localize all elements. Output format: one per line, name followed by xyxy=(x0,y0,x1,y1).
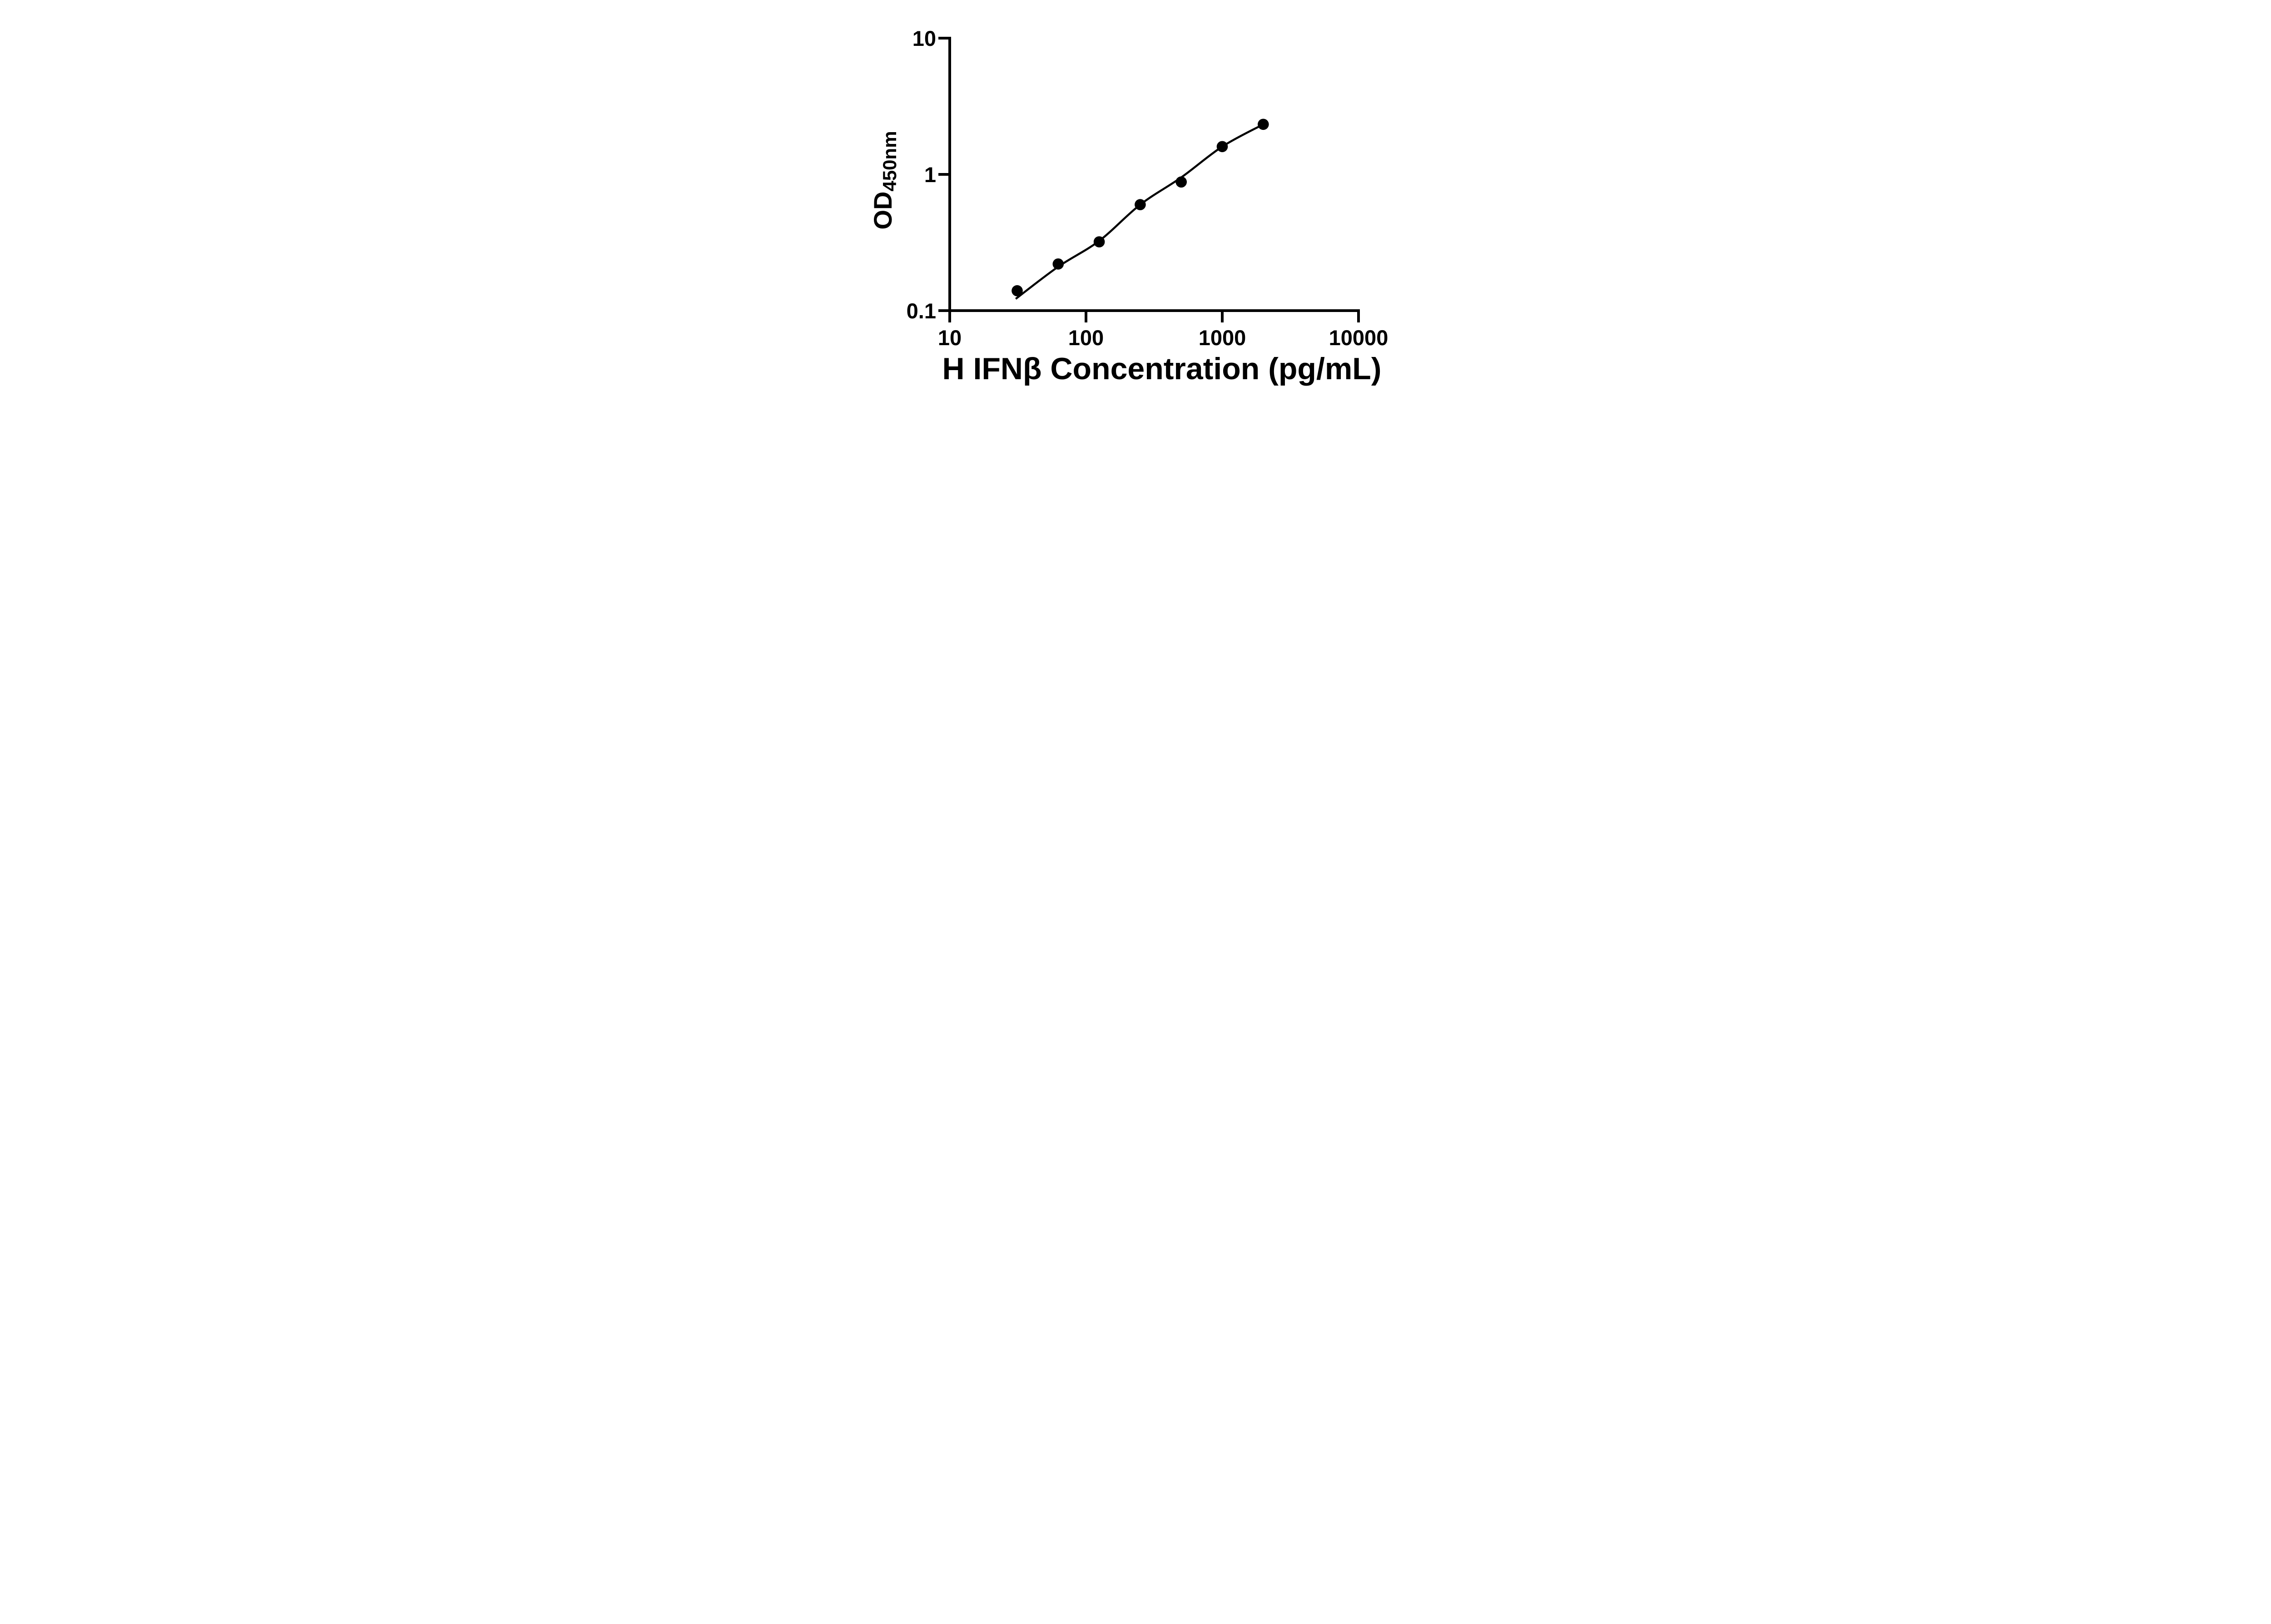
data-point xyxy=(1258,119,1269,130)
chart-svg: 10 100 1000 10000 10 1 0.1 xyxy=(907,26,1388,350)
y-axis-title-subscript: 450nm xyxy=(879,131,900,192)
x-tick-label: 100 xyxy=(1068,326,1104,350)
data-point xyxy=(1216,141,1228,153)
x-tick-label: 10 xyxy=(938,326,962,350)
elisa-standard-curve-figure: 10 100 1000 10000 10 1 0.1 OD450nm H IFNβ Conc… xyxy=(850,0,1421,406)
data-point xyxy=(1052,258,1064,270)
y-axis-title-main: OD xyxy=(868,191,897,230)
x-axis-title: H IFNβ Concentration (pg/mL) xyxy=(942,352,1382,386)
data-point xyxy=(1175,176,1187,188)
y-tick-label: 0.1 xyxy=(907,299,936,323)
x-tick-label: 10000 xyxy=(1329,326,1388,350)
y-axis-title: OD450nm xyxy=(868,131,900,230)
data-point xyxy=(1093,236,1105,248)
x-tick-label: 1000 xyxy=(1199,326,1246,350)
y-tick-label: 10 xyxy=(912,26,936,50)
y-tick-label: 1 xyxy=(924,163,936,187)
data-point xyxy=(1012,285,1023,297)
data-point xyxy=(1135,199,1146,210)
